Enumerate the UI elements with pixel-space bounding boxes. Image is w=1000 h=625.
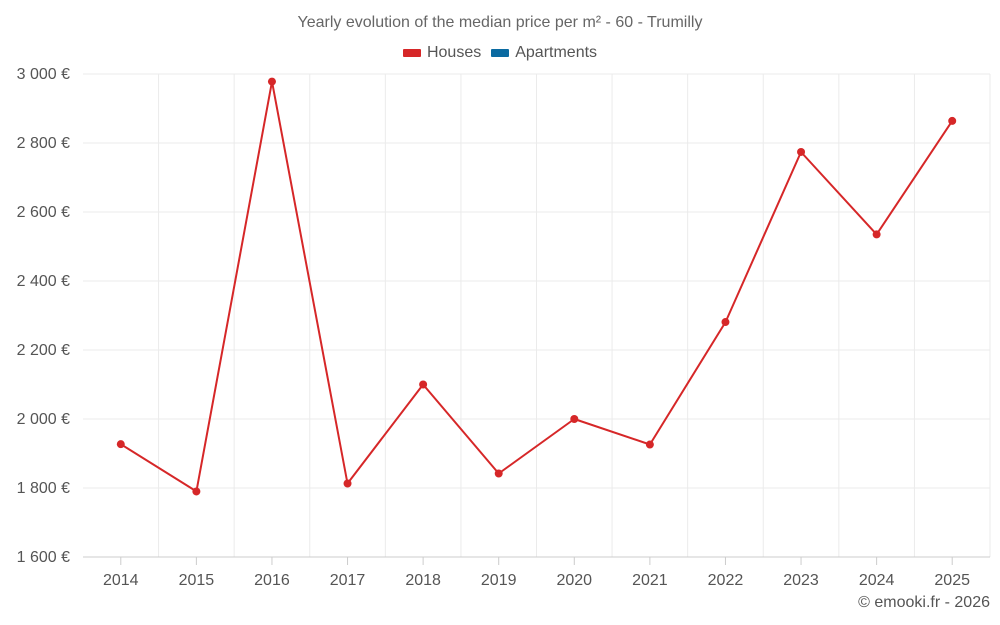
series: [116, 77, 957, 496]
y-tick-label: 2 400 €: [17, 273, 70, 290]
data-point-2024[interactable]: [872, 230, 881, 239]
y-tick-label: 1 600 €: [17, 549, 70, 566]
data-point-2018[interactable]: [419, 380, 428, 389]
grid: [83, 73, 991, 557]
legend-swatch-houses: [402, 49, 421, 57]
x-tick-label: 2019: [481, 572, 517, 589]
x-tick-label: 2014: [103, 572, 139, 589]
y-tick-label: 2 800 €: [17, 135, 70, 152]
data-point-2022[interactable]: [721, 318, 730, 327]
x-tick-label: 2021: [632, 572, 668, 589]
copyright-text: © emooki.fr - 2026: [858, 594, 990, 611]
series-line-houses: [120, 80, 954, 493]
x-tick-label: 2018: [405, 572, 441, 589]
data-point-2019[interactable]: [494, 469, 503, 478]
x-tick-label: 2023: [783, 572, 819, 589]
data-point-2017[interactable]: [343, 479, 352, 488]
x-tick-label: 2025: [934, 572, 970, 589]
y-tick-label: 2 600 €: [17, 204, 70, 221]
x-tick-label: 2020: [556, 572, 592, 589]
data-point-2016[interactable]: [267, 77, 276, 86]
data-point-2021[interactable]: [645, 440, 654, 449]
x-tick-label: 2022: [708, 572, 744, 589]
legend-label-apartments: Apartments: [515, 44, 598, 61]
y-tick-label: 2 200 €: [17, 342, 70, 359]
y-tick-label: 2 000 €: [17, 411, 70, 428]
y-axis-ticks: 1 600 € 1 800 € 2 000 € 2 200 € 2 400 € 2 600…: [17, 66, 70, 566]
legend-label-houses: Houses: [426, 44, 482, 61]
data-point-2020[interactable]: [570, 415, 579, 423]
x-tick-label: 2017: [330, 572, 366, 589]
x-axis-ticks: 2014 2015 2016 2017 2018 2019 2020 2021 2022 2023…: [103, 557, 970, 589]
legend: Houses Apartments: [0, 44, 1000, 62]
data-point-2014[interactable]: [116, 440, 125, 449]
data-point-2023[interactable]: [797, 147, 806, 156]
legend-item-houses[interactable]: Houses: [402, 44, 482, 62]
legend-swatch-apartments: [491, 49, 510, 57]
x-tick-label: 2015: [179, 572, 215, 589]
data-point-2015[interactable]: [192, 487, 201, 496]
x-tick-label: 2016: [254, 572, 290, 589]
y-tick-label: 3 000 €: [17, 66, 70, 83]
data-point-2025[interactable]: [948, 116, 957, 125]
x-tick-label: 2024: [859, 572, 895, 589]
y-tick-label: 1 800 €: [17, 480, 70, 497]
legend-item-apartments[interactable]: Apartments: [491, 44, 597, 62]
chart-title: Yearly evolution of the median price per…: [297, 14, 703, 31]
